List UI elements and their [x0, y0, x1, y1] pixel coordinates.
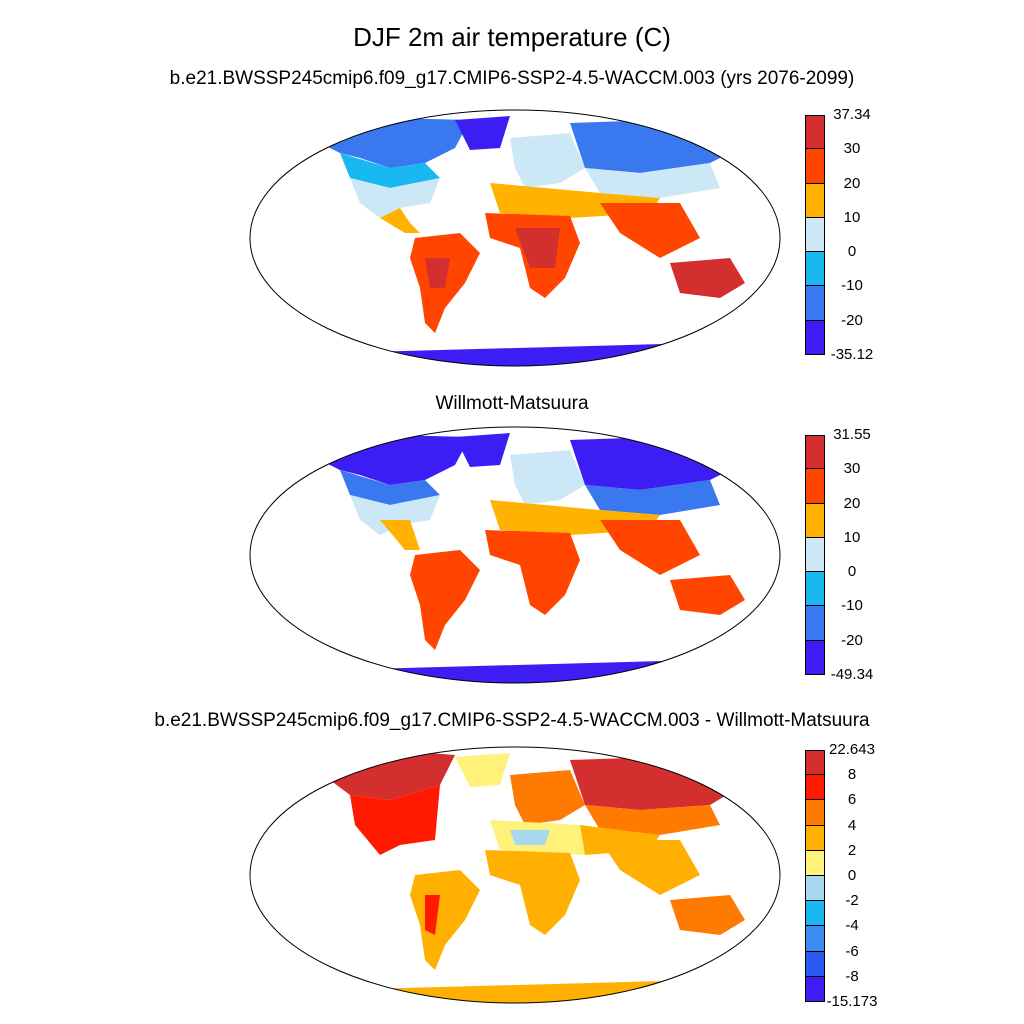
- colorbar-segment: [805, 800, 825, 826]
- colorbar-segment: [805, 825, 825, 851]
- panel-2-map: [249, 426, 781, 684]
- colorbar-label: 37.34: [833, 106, 871, 123]
- colorbar-label: -10: [841, 597, 863, 615]
- panel-3-title: b.e21.BWSSP245cmip6.f09_g17.CMIP6-SSP2-4…: [154, 710, 870, 731]
- colorbar-segment: [805, 951, 825, 977]
- south-america: [410, 870, 480, 970]
- colorbar-segment: [805, 850, 825, 876]
- sahara-cool: [510, 830, 550, 845]
- europe: [510, 450, 585, 505]
- australia: [670, 258, 745, 298]
- colorbar-label: -49.34: [830, 666, 874, 683]
- figure-title: DJF 2m air temperature (C): [353, 22, 671, 52]
- europe: [510, 133, 585, 188]
- colorbar-label: 4: [847, 816, 857, 834]
- south-america-warm: [425, 895, 440, 935]
- colorbar-label: 30: [843, 140, 861, 158]
- colorbar-segment: [805, 149, 825, 184]
- colorbar-label: 22.643: [829, 741, 875, 758]
- asia-cold: [570, 435, 760, 490]
- asia-mid: [585, 163, 720, 198]
- greenland: [455, 116, 510, 150]
- colorbar-segment: [805, 606, 825, 641]
- north-america-south: [350, 178, 440, 218]
- colorbar-label: -15.173: [826, 993, 878, 1010]
- north-america-south: [350, 495, 440, 535]
- colorbar-label: 20: [843, 494, 861, 512]
- africa: [485, 530, 580, 615]
- colorbar-label: -6: [845, 942, 859, 960]
- central-america: [380, 208, 420, 233]
- colorbar-label: 10: [843, 528, 861, 546]
- south-america: [410, 550, 480, 650]
- africa-hot: [515, 228, 560, 268]
- colorbar-segment: [805, 926, 825, 952]
- greenland: [455, 753, 510, 787]
- colorbar-segment: [805, 286, 825, 321]
- colorbar-label: 20: [843, 174, 861, 192]
- panel-1-map: [249, 109, 781, 367]
- colorbar-label: 0: [847, 867, 857, 884]
- south-america-hot: [425, 258, 450, 288]
- australia: [670, 575, 745, 615]
- colorbar-segment: [805, 183, 825, 218]
- colorbar-label: -20: [841, 311, 863, 329]
- colorbar-segment: [805, 750, 825, 776]
- colorbar-label: 31.55: [833, 426, 871, 443]
- colorbar-segment: [805, 115, 825, 150]
- australia: [670, 895, 745, 935]
- colorbar-label: -20: [841, 631, 863, 649]
- colorbar-label: -2: [845, 892, 859, 910]
- colorbar-label: -8: [845, 967, 859, 985]
- colorbar-label: 10: [843, 208, 861, 226]
- greenland: [455, 433, 510, 467]
- colorbar-segment: [805, 435, 825, 470]
- south-asia: [600, 520, 700, 575]
- europe: [510, 770, 585, 825]
- panel-2-title: Willmott-Matsuura: [435, 393, 589, 414]
- colorbar-segment: [805, 901, 825, 927]
- colorbar-label: -35.12: [830, 346, 874, 363]
- asia-mid: [585, 805, 720, 835]
- colorbar-segment: [805, 503, 825, 538]
- antarctica: [300, 343, 760, 366]
- colorbar-label: -10: [841, 277, 863, 295]
- colorbar-segment: [805, 252, 825, 287]
- antarctica: [300, 660, 760, 683]
- central-america: [380, 520, 420, 550]
- colorbar-segment: [805, 876, 825, 902]
- colorbar-label: 30: [843, 460, 861, 478]
- antarctica: [300, 980, 760, 1003]
- north-america-south: [350, 785, 440, 855]
- colorbar-label: 2: [847, 841, 857, 859]
- asia-mid: [585, 480, 720, 515]
- colorbar-label: 8: [847, 766, 857, 784]
- panel-1-title: b.e21.BWSSP245cmip6.f09_g17.CMIP6-SSP2-4…: [169, 68, 855, 89]
- colorbar-label: 6: [847, 791, 857, 809]
- colorbar-label: 0: [847, 243, 857, 261]
- africa: [485, 850, 580, 935]
- panel-2-colorbar: [805, 435, 825, 675]
- colorbar-segment: [805, 537, 825, 573]
- colorbar-segment: [805, 775, 825, 801]
- colorbar-segment: [805, 572, 825, 607]
- colorbar-segment: [805, 469, 825, 504]
- colorbar-segment: [805, 217, 825, 253]
- asia-north: [570, 755, 760, 810]
- north-america-mid: [340, 470, 440, 505]
- south-asia: [600, 203, 700, 258]
- panel-3-map: [249, 746, 781, 1004]
- south-asia: [600, 840, 700, 895]
- north-america-mid: [340, 153, 440, 188]
- asia-cold: [570, 118, 760, 173]
- panel-1-colorbar: [805, 115, 825, 355]
- colorbar-label: -4: [845, 917, 859, 935]
- colorbar-label: 0: [847, 563, 857, 581]
